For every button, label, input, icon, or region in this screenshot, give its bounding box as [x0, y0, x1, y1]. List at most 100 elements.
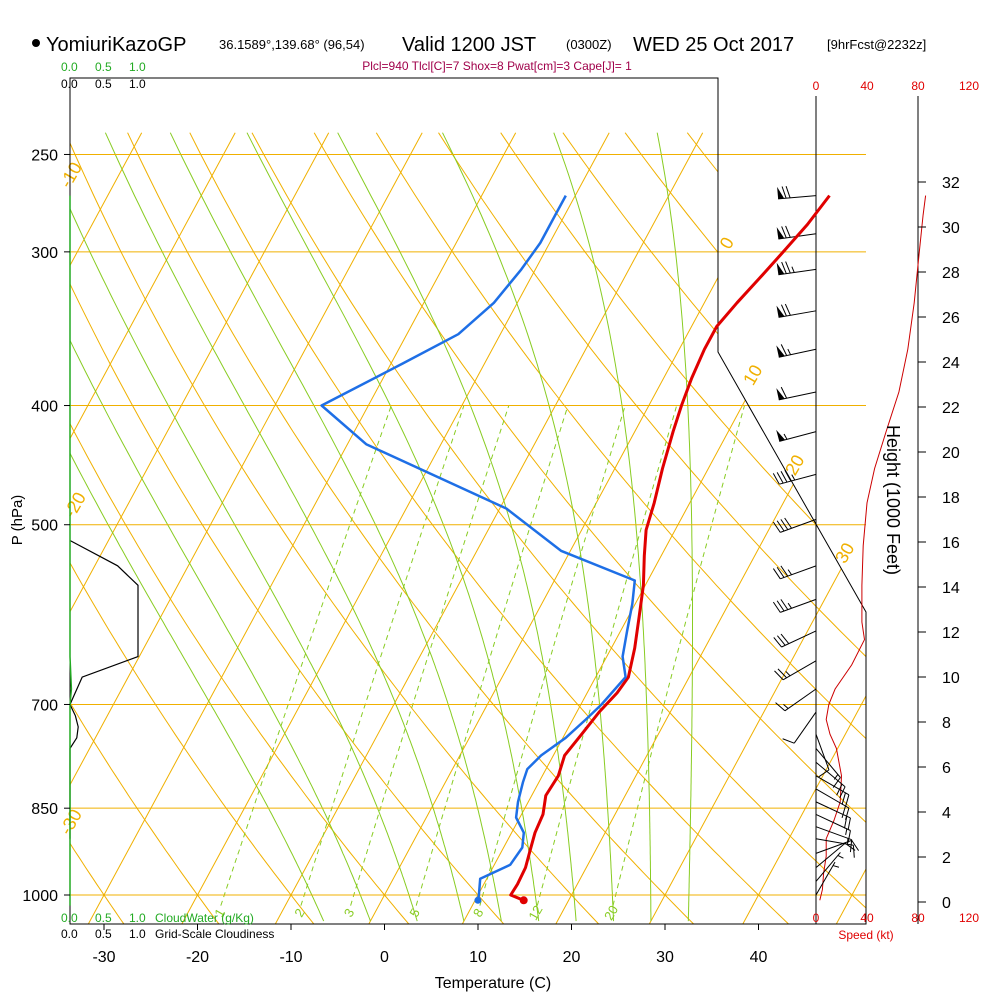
x-tick-label: 20: [563, 949, 581, 966]
barb-full: [780, 344, 788, 356]
wind-barb: [815, 839, 860, 854]
top-cloudwater-ticks: 0.0 0.5 1.0: [61, 60, 146, 74]
wind-barb: [772, 517, 817, 533]
moist-adiabat-line: [442, 132, 614, 922]
barb-pennant: [776, 305, 785, 318]
mixing-ratio-line: [220, 405, 392, 906]
barb-full: [780, 519, 789, 530]
barb-full: [777, 635, 786, 646]
barb-staff: [815, 842, 846, 868]
isotherm-label: -20: [60, 489, 90, 522]
barb-full: [784, 517, 792, 529]
barb-full: [847, 817, 851, 831]
barb-full: [845, 794, 850, 807]
y-axis-title: P (hPa): [9, 495, 26, 546]
wind-barb: [815, 813, 851, 843]
y-axis: 1000 850 700 500 400 300 250: [22, 147, 70, 905]
height-tick-label: 8: [942, 715, 951, 732]
barb-half: [783, 704, 789, 709]
barb-staff: [778, 348, 817, 358]
height-tick-label: 30: [942, 220, 960, 237]
isotherm-label: 20: [781, 451, 808, 478]
barb-full: [772, 601, 781, 613]
x-tick-label: 0: [380, 949, 389, 966]
barb-staff: [778, 310, 817, 318]
stability-indices: Plcl=940 Tlcl[C]=7 Shox=8 Pwat[cm]=3 Cap…: [362, 59, 632, 73]
tick-label: 120: [959, 911, 979, 925]
isotherm-label: -30: [56, 806, 86, 839]
wind-barb: [776, 386, 817, 401]
barb-full: [843, 816, 848, 829]
wind-barbs: [772, 185, 860, 896]
barb-staff: [781, 630, 817, 648]
tick-label: 1.0: [129, 77, 146, 91]
barb-staff: [815, 813, 851, 831]
dry-adiabat-line: [70, 132, 126, 924]
height-tick-label: 6: [942, 760, 951, 777]
mixing-ratio-line: [479, 405, 626, 906]
station-name: YomiuriKazoGP: [46, 34, 186, 56]
barb-staff: [815, 788, 850, 809]
isotherm-line: [70, 132, 423, 924]
thermo-background-lines: [70, 132, 866, 924]
barb-full: [784, 470, 792, 482]
dry-adiabat-line: [70, 132, 221, 924]
height-tick-label: 0: [942, 895, 951, 912]
temperature-line: [509, 194, 831, 902]
barb-full: [776, 566, 785, 578]
mixing-ratio-label: 12: [525, 903, 545, 923]
moist-adiabat-line: [553, 132, 652, 922]
mixing-ratio-label: 3: [341, 906, 358, 920]
bottom-cloudiness-legend: 0.0 0.5 1.0 Grid-Scale Cloudiness: [61, 927, 274, 941]
valid-date: WED 25 Oct 2017: [633, 34, 794, 56]
barb-full: [785, 185, 791, 199]
height-tick-label: 18: [942, 490, 960, 507]
height-tick-label: 16: [942, 535, 960, 552]
barb-full: [781, 226, 787, 239]
surface-temperature-point: [519, 896, 528, 905]
barb-full: [781, 186, 787, 199]
speed-axis-label: Speed (kt): [838, 928, 893, 942]
barb-staff: [815, 775, 850, 796]
barb-full: [841, 805, 846, 819]
wind-barb: [775, 688, 817, 712]
tick-label: 0: [813, 79, 820, 93]
cloudwater-line: [69, 195, 73, 906]
tick-label: 1.0: [129, 60, 146, 74]
dry-adiabat-line: [70, 132, 506, 924]
barb-full: [851, 840, 860, 851]
barb-staff: [782, 660, 817, 681]
moist-adiabat-line: [70, 132, 325, 922]
tick-label: 0.5: [95, 77, 112, 91]
barb-half: [791, 474, 796, 481]
y-tick-label: 300: [31, 245, 58, 262]
dry-adiabat-line: [500, 132, 866, 924]
bottom-cloudwater-legend: 0.0 0.5 1.0 CloudWater (g/Kg): [61, 911, 254, 925]
wind-barb: [776, 303, 817, 318]
barb-full: [849, 839, 853, 853]
barb-full: [773, 637, 782, 648]
tick-label: 120: [959, 79, 979, 93]
barb-half: [787, 569, 792, 576]
height-tick-label: 24: [942, 355, 960, 372]
main-panel-clip: [70, 132, 866, 924]
x-tick-label: -10: [279, 949, 302, 966]
valid-time: Valid 1200 JST: [402, 34, 536, 56]
barb-pennant: [776, 345, 785, 358]
moist-adiabat-line: [246, 132, 540, 922]
height-tick-label: 20: [942, 445, 960, 462]
barb-full: [780, 471, 788, 483]
x-tick-label: -30: [92, 949, 115, 966]
mixing-ratio-line: [300, 405, 465, 906]
tick-label: 80: [911, 911, 925, 925]
barb-full: [785, 225, 791, 238]
barb-staff: [778, 195, 817, 200]
isotherm-line: [554, 132, 866, 924]
wind-barb: [772, 470, 817, 485]
tick-label: 40: [860, 911, 874, 925]
isotherm-label: 0: [716, 234, 738, 253]
tick-label: 0.0: [61, 911, 78, 925]
height-axis-title: Height (1000 Feet): [883, 425, 903, 575]
moist-adiabat-line: [169, 132, 502, 922]
